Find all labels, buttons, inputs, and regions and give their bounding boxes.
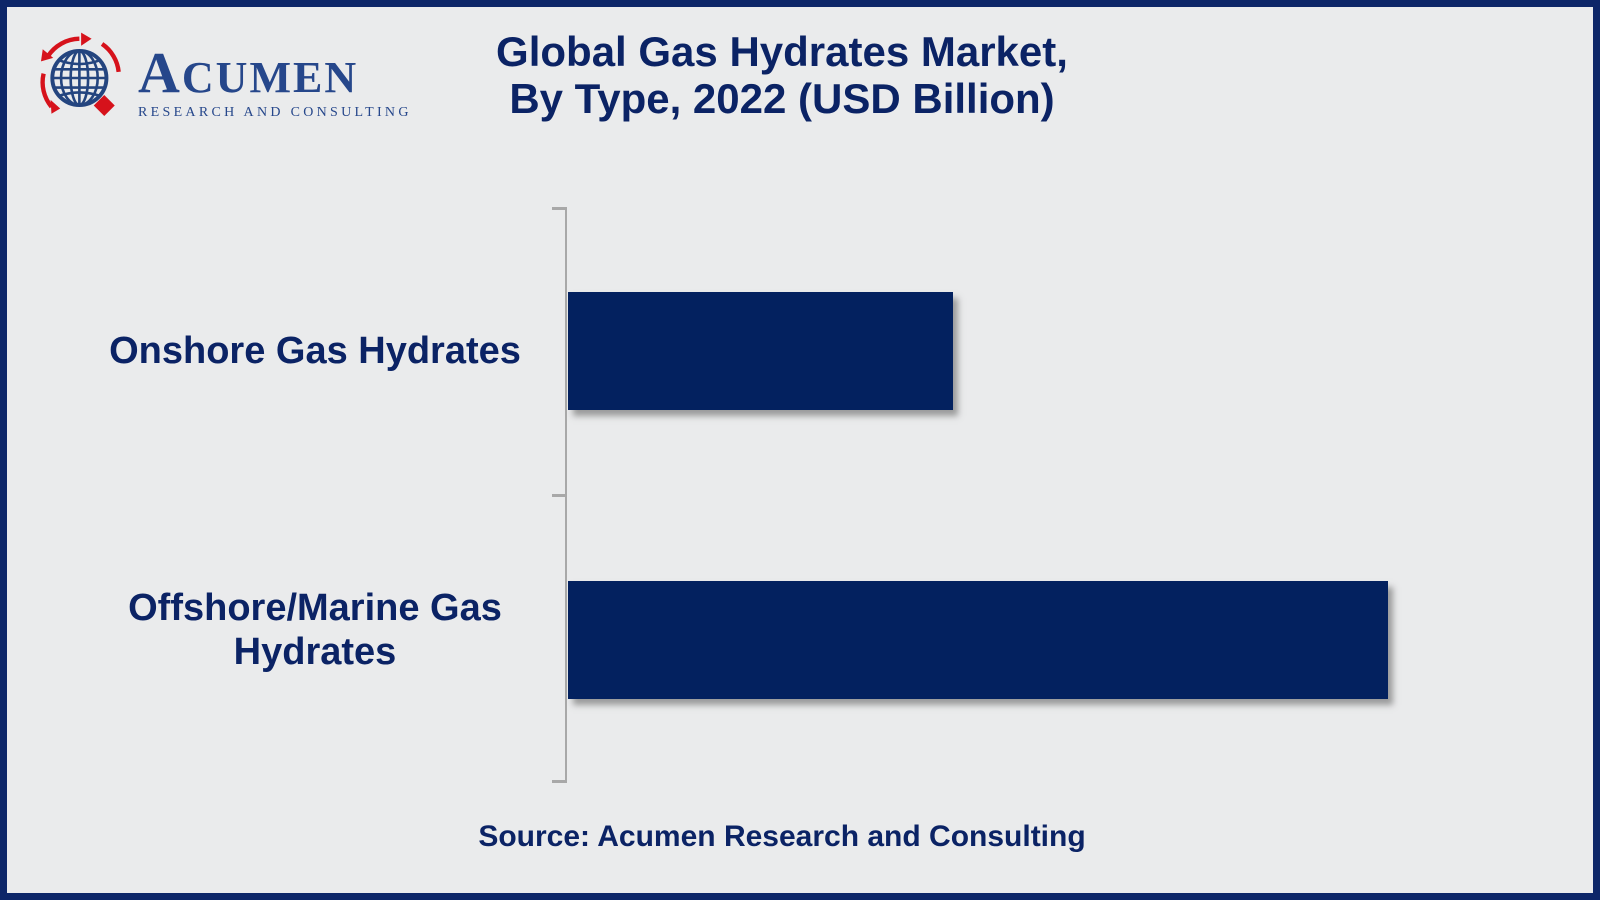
logo-tagline: RESEARCH AND CONSULTING <box>138 105 412 120</box>
logo-text: ACUMEN RESEARCH AND CONSULTING <box>138 44 412 121</box>
axis-tick-top <box>552 207 565 210</box>
axis-tick-bottom <box>552 780 565 783</box>
bar-label-onshore: Onshore Gas Hydrates <box>109 330 521 372</box>
bar-onshore <box>568 292 953 410</box>
axis-tick-middle <box>552 494 565 497</box>
logo-wordmark-initial: A <box>138 40 182 105</box>
globe-icon <box>40 32 121 116</box>
bar-offshore <box>568 581 1388 699</box>
bar-label-offshore: Offshore/Marine Gas Hydrates <box>128 587 502 673</box>
header-divider <box>0 0 1600 6</box>
chart-title: Global Gas Hydrates Market, By Type, 202… <box>432 28 1132 122</box>
chart-title-line2: By Type, 2022 (USD Billion) <box>509 75 1055 122</box>
category-axis-line <box>552 207 567 783</box>
chart-title-line1: Global Gas Hydrates Market, <box>496 28 1068 75</box>
source-attribution: Source: Acumen Research and Consulting <box>478 820 1086 853</box>
logo-wordmark: ACUMEN <box>138 44 412 102</box>
company-logo: ACUMEN RESEARCH AND CONSULTING <box>34 30 412 126</box>
logo-wordmark-rest: CUMEN <box>181 53 359 102</box>
